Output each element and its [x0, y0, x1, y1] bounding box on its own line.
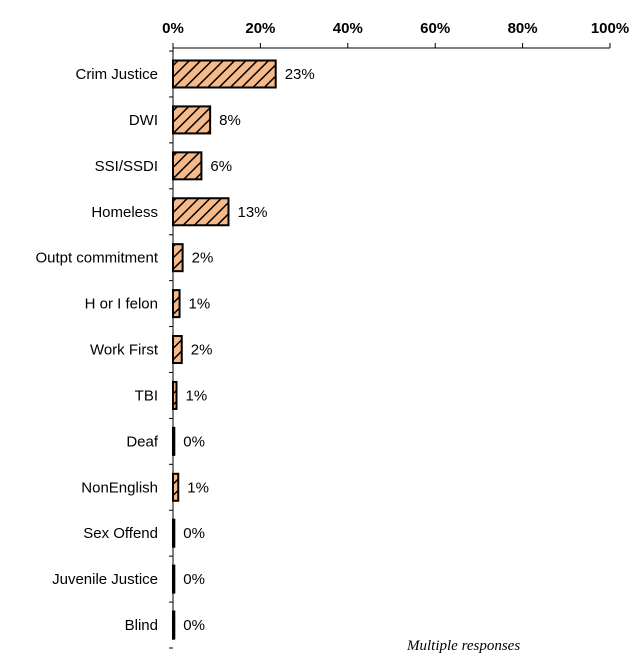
bars — [172, 59, 277, 640]
bar-blind — [172, 610, 176, 640]
value-label: 0% — [183, 525, 205, 542]
x-tick-label: 60% — [420, 20, 450, 37]
category-label: Work First — [90, 342, 159, 359]
x-tick-label: 80% — [508, 20, 538, 37]
bar-juvenile-justice — [172, 564, 176, 594]
annotation-multiple-responses: Multiple responses — [406, 638, 520, 654]
category-label: DWI — [129, 112, 158, 129]
category-label: Homeless — [91, 204, 158, 221]
category-label: Crim Justice — [75, 66, 158, 83]
value-label: 8% — [219, 112, 241, 129]
category-label: SSI/SSDI — [95, 158, 158, 175]
category-label: Blind — [125, 617, 158, 634]
bar-ssi-ssdi — [172, 151, 203, 181]
value-label: 0% — [183, 433, 205, 450]
x-tick-label: 20% — [245, 20, 275, 37]
bar-crim-justice — [172, 59, 277, 89]
bar-deaf — [172, 426, 176, 456]
category-label: Juvenile Justice — [52, 571, 158, 588]
bar-dwi — [172, 105, 212, 135]
bar-nonenglish — [172, 472, 180, 502]
value-label: 1% — [189, 296, 211, 313]
value-label: 0% — [183, 571, 205, 588]
bar-homeless — [172, 197, 230, 227]
category-label: NonEnglish — [81, 479, 158, 496]
category-label: H or I felon — [85, 296, 158, 313]
category-label: Outpt commitment — [35, 250, 158, 267]
x-tick-label: 40% — [333, 20, 363, 37]
bar-h-or-i-felon — [172, 289, 181, 319]
x-tick-label: 0% — [162, 20, 184, 37]
bar-sex-offend — [172, 518, 176, 548]
bar-work-first — [172, 335, 183, 365]
x-tick-label: 100% — [591, 20, 629, 37]
value-label: 1% — [187, 479, 209, 496]
labels: Crim Justice 23% DWI 8% SSI/SSDI 6% Homeless 13… — [35, 66, 314, 634]
value-label: 13% — [237, 204, 267, 221]
value-label: 0% — [183, 617, 205, 634]
value-label: 1% — [185, 387, 207, 404]
bar-tbi — [172, 380, 178, 410]
bar-outpt-commitment — [172, 243, 184, 273]
value-label: 2% — [192, 250, 214, 267]
value-label: 2% — [191, 342, 213, 359]
value-label: 23% — [285, 66, 315, 83]
category-label: Deaf — [126, 433, 159, 450]
value-label: 6% — [210, 158, 232, 175]
category-label: TBI — [135, 387, 158, 404]
category-label: Sex Offend — [83, 525, 158, 542]
